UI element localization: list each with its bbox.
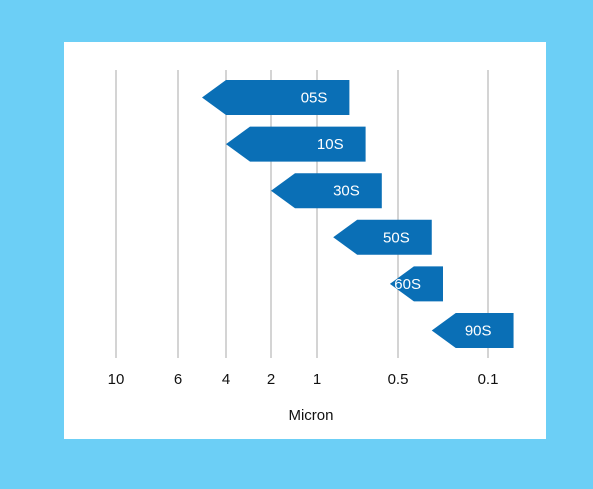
x-tick-label: 2 (267, 371, 275, 388)
bars: 05S 10S 30S 50S 60S 90S (202, 80, 514, 348)
x-tick-label: 10 (108, 371, 125, 388)
x-tick-label: 1 (313, 371, 321, 388)
x-tick-labels: 10 6 4 2 1 0.5 0.1 (108, 371, 499, 388)
x-tick-label: 6 (174, 371, 182, 388)
x-axis-title: Micron (288, 407, 333, 424)
bar-label-05s: 05S (301, 90, 328, 107)
grid-lines (115, 70, 489, 358)
bar-10s (226, 126, 366, 162)
bar-label-10s: 10S (317, 136, 344, 153)
bar-90s (431, 313, 514, 348)
x-tick-label: 0.1 (478, 371, 499, 388)
bar-label-90s: 90S (465, 323, 492, 340)
bar-label-60s: 60S (394, 276, 421, 293)
bar-50s (333, 219, 432, 255)
bar-label-30s: 30S (333, 183, 360, 200)
bar-05s (202, 80, 350, 115)
x-tick-label: 0.5 (388, 371, 409, 388)
size-range-chart: 05S 10S 30S 50S 60S 90S 10 6 4 2 1 0.5 0.1 Micron (108, 70, 514, 424)
chart-panel: 05S 10S 30S 50S 60S 90S 10 6 4 2 1 0.5 0.1 Micron (64, 42, 546, 439)
bar-label-50s: 50S (383, 229, 410, 246)
bar-30s (271, 173, 382, 209)
x-tick-label: 4 (222, 371, 230, 388)
bar-60s (389, 266, 443, 302)
